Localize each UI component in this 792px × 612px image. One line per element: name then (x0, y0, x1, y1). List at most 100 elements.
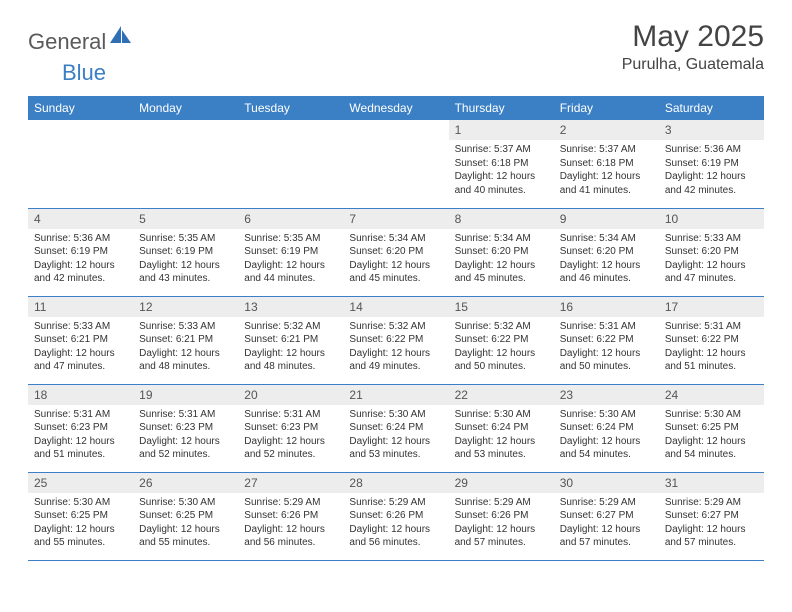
day-number: 17 (659, 297, 764, 317)
daylight-line: Daylight: 12 hours and 51 minutes. (34, 435, 127, 462)
empty-cell (28, 120, 133, 208)
sunrise-line: Sunrise: 5:29 AM (244, 496, 337, 510)
day-content: Sunrise: 5:32 AMSunset: 6:22 PMDaylight:… (449, 317, 554, 380)
sunrise-line: Sunrise: 5:31 AM (34, 408, 127, 422)
day-cell: 17Sunrise: 5:31 AMSunset: 6:22 PMDayligh… (659, 296, 764, 384)
daylight-line: Daylight: 12 hours and 45 minutes. (455, 259, 548, 286)
day-cell: 27Sunrise: 5:29 AMSunset: 6:26 PMDayligh… (238, 472, 343, 560)
day-number: 15 (449, 297, 554, 317)
sunrise-line: Sunrise: 5:30 AM (455, 408, 548, 422)
day-number: 14 (343, 297, 448, 317)
sunset-line: Sunset: 6:27 PM (560, 509, 653, 523)
sunrise-line: Sunrise: 5:29 AM (665, 496, 758, 510)
day-number: 4 (28, 209, 133, 229)
daylight-line: Daylight: 12 hours and 41 minutes. (560, 170, 653, 197)
day-number: 27 (238, 473, 343, 493)
day-content: Sunrise: 5:30 AMSunset: 6:24 PMDaylight:… (343, 405, 448, 468)
sunset-line: Sunset: 6:18 PM (455, 157, 548, 171)
day-content: Sunrise: 5:31 AMSunset: 6:23 PMDaylight:… (238, 405, 343, 468)
sunrise-line: Sunrise: 5:36 AM (665, 143, 758, 157)
calendar-row: 1Sunrise: 5:37 AMSunset: 6:18 PMDaylight… (28, 120, 764, 208)
sunset-line: Sunset: 6:22 PM (455, 333, 548, 347)
daylight-line: Daylight: 12 hours and 49 minutes. (349, 347, 442, 374)
sunset-line: Sunset: 6:18 PM (560, 157, 653, 171)
sunset-line: Sunset: 6:21 PM (244, 333, 337, 347)
daylight-line: Daylight: 12 hours and 55 minutes. (139, 523, 232, 550)
dow-cell: Thursday (449, 96, 554, 120)
sunrise-line: Sunrise: 5:36 AM (34, 232, 127, 246)
sunset-line: Sunset: 6:19 PM (244, 245, 337, 259)
empty-cell (238, 120, 343, 208)
sunset-line: Sunset: 6:26 PM (349, 509, 442, 523)
day-content: Sunrise: 5:30 AMSunset: 6:24 PMDaylight:… (554, 405, 659, 468)
sunrise-line: Sunrise: 5:34 AM (349, 232, 442, 246)
sunset-line: Sunset: 6:21 PM (34, 333, 127, 347)
day-number: 22 (449, 385, 554, 405)
daylight-line: Daylight: 12 hours and 48 minutes. (244, 347, 337, 374)
day-content: Sunrise: 5:30 AMSunset: 6:25 PMDaylight:… (659, 405, 764, 468)
daylight-line: Daylight: 12 hours and 48 minutes. (139, 347, 232, 374)
day-cell: 18Sunrise: 5:31 AMSunset: 6:23 PMDayligh… (28, 384, 133, 472)
day-content: Sunrise: 5:33 AMSunset: 6:21 PMDaylight:… (133, 317, 238, 380)
day-number: 24 (659, 385, 764, 405)
daylight-line: Daylight: 12 hours and 45 minutes. (349, 259, 442, 286)
sunset-line: Sunset: 6:25 PM (34, 509, 127, 523)
sunset-line: Sunset: 6:23 PM (244, 421, 337, 435)
sunset-line: Sunset: 6:20 PM (560, 245, 653, 259)
day-cell: 12Sunrise: 5:33 AMSunset: 6:21 PMDayligh… (133, 296, 238, 384)
day-number: 12 (133, 297, 238, 317)
dow-cell: Wednesday (343, 96, 448, 120)
day-number: 11 (28, 297, 133, 317)
day-number: 21 (343, 385, 448, 405)
calendar-row: 4Sunrise: 5:36 AMSunset: 6:19 PMDaylight… (28, 208, 764, 296)
daylight-line: Daylight: 12 hours and 43 minutes. (139, 259, 232, 286)
day-number: 5 (133, 209, 238, 229)
day-cell: 14Sunrise: 5:32 AMSunset: 6:22 PMDayligh… (343, 296, 448, 384)
logo: General (28, 26, 134, 57)
sunset-line: Sunset: 6:26 PM (244, 509, 337, 523)
day-number: 29 (449, 473, 554, 493)
calendar-row: 25Sunrise: 5:30 AMSunset: 6:25 PMDayligh… (28, 472, 764, 560)
sunrise-line: Sunrise: 5:33 AM (34, 320, 127, 334)
sunrise-line: Sunrise: 5:29 AM (560, 496, 653, 510)
daylight-line: Daylight: 12 hours and 47 minutes. (34, 347, 127, 374)
day-cell: 15Sunrise: 5:32 AMSunset: 6:22 PMDayligh… (449, 296, 554, 384)
sunset-line: Sunset: 6:24 PM (455, 421, 548, 435)
sunrise-line: Sunrise: 5:29 AM (455, 496, 548, 510)
sunrise-line: Sunrise: 5:33 AM (139, 320, 232, 334)
day-cell: 6Sunrise: 5:35 AMSunset: 6:19 PMDaylight… (238, 208, 343, 296)
sunrise-line: Sunrise: 5:37 AM (560, 143, 653, 157)
month-title: May 2025 (622, 20, 764, 54)
day-cell: 23Sunrise: 5:30 AMSunset: 6:24 PMDayligh… (554, 384, 659, 472)
sunset-line: Sunset: 6:22 PM (560, 333, 653, 347)
day-cell: 25Sunrise: 5:30 AMSunset: 6:25 PMDayligh… (28, 472, 133, 560)
daylight-line: Daylight: 12 hours and 57 minutes. (455, 523, 548, 550)
day-number: 28 (343, 473, 448, 493)
day-number: 20 (238, 385, 343, 405)
dow-row: SundayMondayTuesdayWednesdayThursdayFrid… (28, 96, 764, 120)
dow-cell: Friday (554, 96, 659, 120)
dow-cell: Tuesday (238, 96, 343, 120)
daylight-line: Daylight: 12 hours and 55 minutes. (34, 523, 127, 550)
day-content: Sunrise: 5:30 AMSunset: 6:24 PMDaylight:… (449, 405, 554, 468)
day-number: 13 (238, 297, 343, 317)
day-content: Sunrise: 5:31 AMSunset: 6:23 PMDaylight:… (28, 405, 133, 468)
sunset-line: Sunset: 6:21 PM (139, 333, 232, 347)
day-number: 2 (554, 120, 659, 140)
daylight-line: Daylight: 12 hours and 51 minutes. (665, 347, 758, 374)
sunset-line: Sunset: 6:19 PM (665, 157, 758, 171)
day-content: Sunrise: 5:35 AMSunset: 6:19 PMDaylight:… (238, 229, 343, 292)
daylight-line: Daylight: 12 hours and 53 minutes. (455, 435, 548, 462)
sunrise-line: Sunrise: 5:31 AM (665, 320, 758, 334)
sunset-line: Sunset: 6:23 PM (139, 421, 232, 435)
sunset-line: Sunset: 6:24 PM (349, 421, 442, 435)
day-cell: 1Sunrise: 5:37 AMSunset: 6:18 PMDaylight… (449, 120, 554, 208)
daylight-line: Daylight: 12 hours and 54 minutes. (665, 435, 758, 462)
day-cell: 11Sunrise: 5:33 AMSunset: 6:21 PMDayligh… (28, 296, 133, 384)
daylight-line: Daylight: 12 hours and 40 minutes. (455, 170, 548, 197)
day-number: 9 (554, 209, 659, 229)
day-content: Sunrise: 5:33 AMSunset: 6:21 PMDaylight:… (28, 317, 133, 380)
day-cell: 19Sunrise: 5:31 AMSunset: 6:23 PMDayligh… (133, 384, 238, 472)
sunset-line: Sunset: 6:19 PM (139, 245, 232, 259)
day-cell: 22Sunrise: 5:30 AMSunset: 6:24 PMDayligh… (449, 384, 554, 472)
